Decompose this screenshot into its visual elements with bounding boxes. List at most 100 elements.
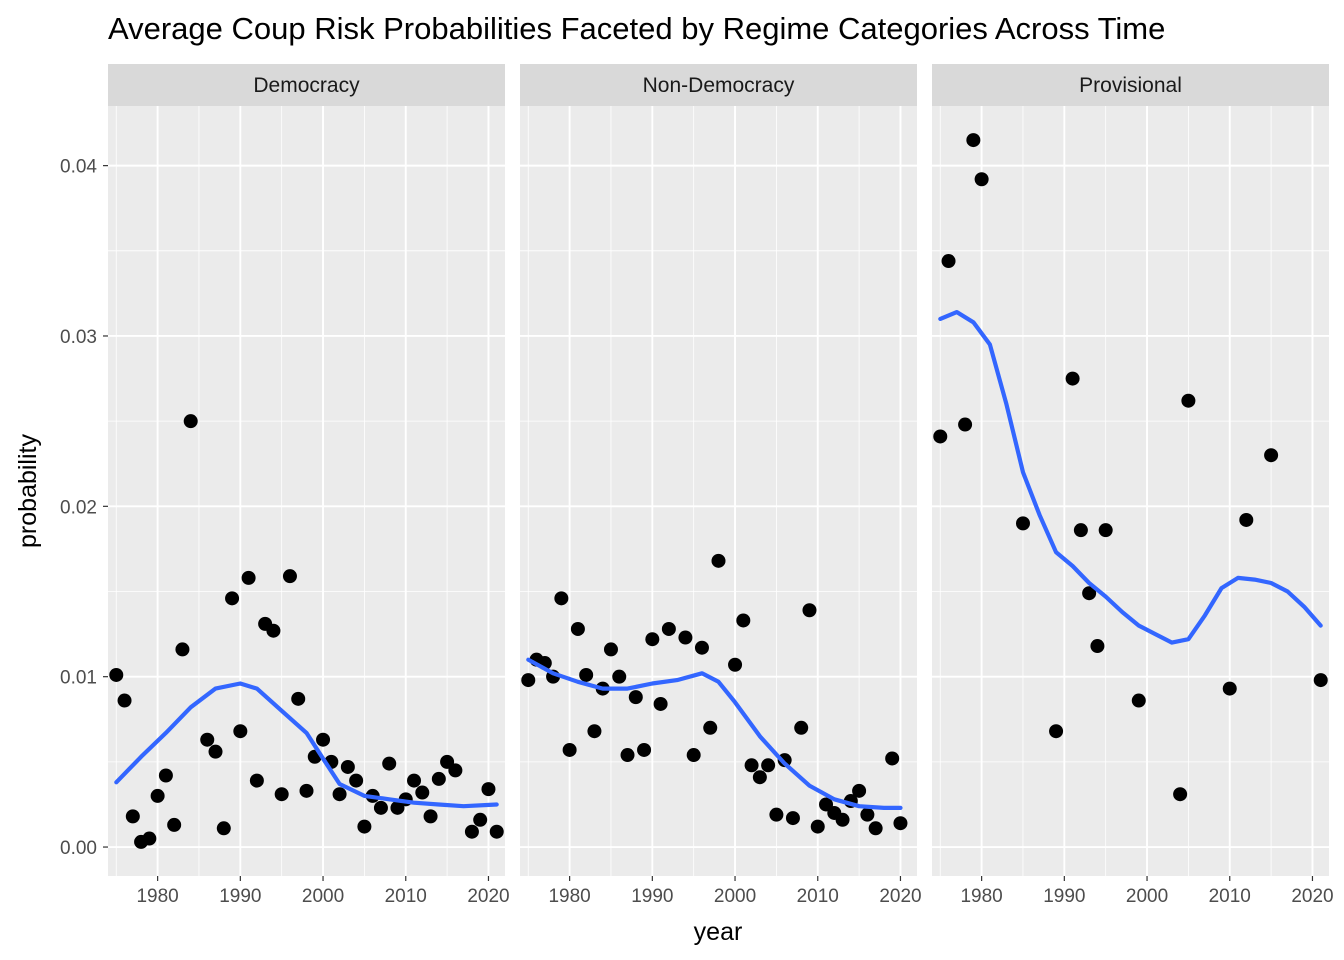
data-point xyxy=(241,570,256,585)
data-point xyxy=(835,812,850,827)
data-point xyxy=(473,812,488,827)
data-point xyxy=(1222,681,1237,696)
facet-strip-label: Democracy xyxy=(253,74,360,97)
x-tick-label: 2000 xyxy=(302,886,344,907)
data-point xyxy=(1090,639,1105,654)
y-tick-label: 0.00 xyxy=(60,838,97,859)
data-point xyxy=(645,632,660,647)
y-tick-label: 0.02 xyxy=(60,497,97,518)
x-tick-label: 2010 xyxy=(1209,886,1251,907)
data-point xyxy=(628,690,643,705)
y-tick-label: 0.01 xyxy=(60,668,97,689)
x-tick-label: 1980 xyxy=(136,886,178,907)
smooth-line xyxy=(938,310,1323,645)
data-point xyxy=(109,667,124,682)
facet-strip xyxy=(108,64,505,106)
data-point xyxy=(686,748,701,763)
data-point xyxy=(736,613,751,628)
y-axis: 0.00 0.01 0.02 0.03 0.04 xyxy=(60,157,108,859)
data-point xyxy=(860,807,875,822)
data-point xyxy=(694,640,709,655)
x-tick-label: 2020 xyxy=(467,886,509,907)
facet-strip-label: Provisional xyxy=(1079,74,1182,97)
facet-panels: Democracy 1980 1990 2000 2010 2020 Non-Democra… xyxy=(108,64,1334,907)
data-point xyxy=(382,756,397,771)
data-point xyxy=(448,763,463,778)
data-point xyxy=(274,787,289,802)
data-point xyxy=(233,724,248,739)
x-tick-label: 1990 xyxy=(631,886,673,907)
data-point xyxy=(570,621,585,636)
data-point xyxy=(249,773,264,788)
x-tick-label: 2020 xyxy=(879,886,921,907)
data-point xyxy=(661,621,676,636)
data-point xyxy=(150,788,165,803)
panel-background xyxy=(932,106,1329,876)
data-point xyxy=(933,429,948,444)
data-point xyxy=(167,817,182,832)
data-point xyxy=(852,783,867,798)
data-point xyxy=(431,771,446,786)
data-point xyxy=(175,642,190,657)
data-point xyxy=(423,809,438,824)
data-point xyxy=(785,811,800,826)
data-point xyxy=(711,553,726,568)
data-point xyxy=(349,773,364,788)
facet-strip xyxy=(520,64,917,106)
data-point xyxy=(1065,371,1080,386)
data-point xyxy=(216,821,231,836)
data-point xyxy=(587,724,602,739)
data-point xyxy=(612,669,627,684)
data-point xyxy=(1049,724,1064,739)
facet-strip-label: Non-Democracy xyxy=(643,74,795,97)
x-tick-label: 2000 xyxy=(714,886,756,907)
data-point xyxy=(637,742,652,757)
facet-strip xyxy=(932,64,1329,106)
data-point xyxy=(1015,516,1030,531)
data-point xyxy=(653,696,668,711)
data-point xyxy=(407,773,422,788)
facet-panel-democracy: Democracy 1980 1990 2000 2010 2020 xyxy=(108,64,510,907)
data-point xyxy=(464,824,479,839)
x-axis-title: year xyxy=(694,918,743,946)
smooth-line xyxy=(114,681,499,809)
data-point xyxy=(769,807,784,822)
x-tick-label: 2020 xyxy=(1291,886,1333,907)
data-point xyxy=(678,630,693,645)
data-point xyxy=(357,819,372,834)
data-point xyxy=(332,787,347,802)
data-point xyxy=(208,744,223,759)
data-point xyxy=(1239,512,1254,527)
data-point xyxy=(958,417,973,432)
data-point xyxy=(299,783,314,798)
y-axis-title: probability xyxy=(14,434,42,548)
x-tick-label: 2010 xyxy=(385,886,427,907)
data-point xyxy=(744,758,759,773)
data-point xyxy=(761,758,776,773)
data-point xyxy=(1313,673,1328,688)
data-point xyxy=(415,785,430,800)
data-point xyxy=(316,732,331,747)
data-point xyxy=(703,720,718,735)
x-tick-label: 1990 xyxy=(219,886,261,907)
data-point xyxy=(941,254,956,269)
y-tick-label: 0.03 xyxy=(60,327,97,348)
data-point xyxy=(117,693,132,708)
data-point xyxy=(1131,693,1146,708)
data-point xyxy=(521,673,536,688)
data-point xyxy=(125,809,140,824)
x-tick-label: 2010 xyxy=(797,886,839,907)
chart-title: Average Coup Risk Probabilities Faceted … xyxy=(108,11,1165,46)
data-point xyxy=(794,720,809,735)
smooth-line xyxy=(526,657,903,810)
data-point xyxy=(158,768,173,783)
data-point xyxy=(1082,586,1097,601)
data-point xyxy=(183,414,198,429)
data-point xyxy=(1173,787,1188,802)
data-point xyxy=(266,623,281,638)
data-point xyxy=(966,133,981,148)
data-point xyxy=(620,748,635,763)
data-point xyxy=(1073,523,1088,538)
data-point xyxy=(481,782,496,797)
